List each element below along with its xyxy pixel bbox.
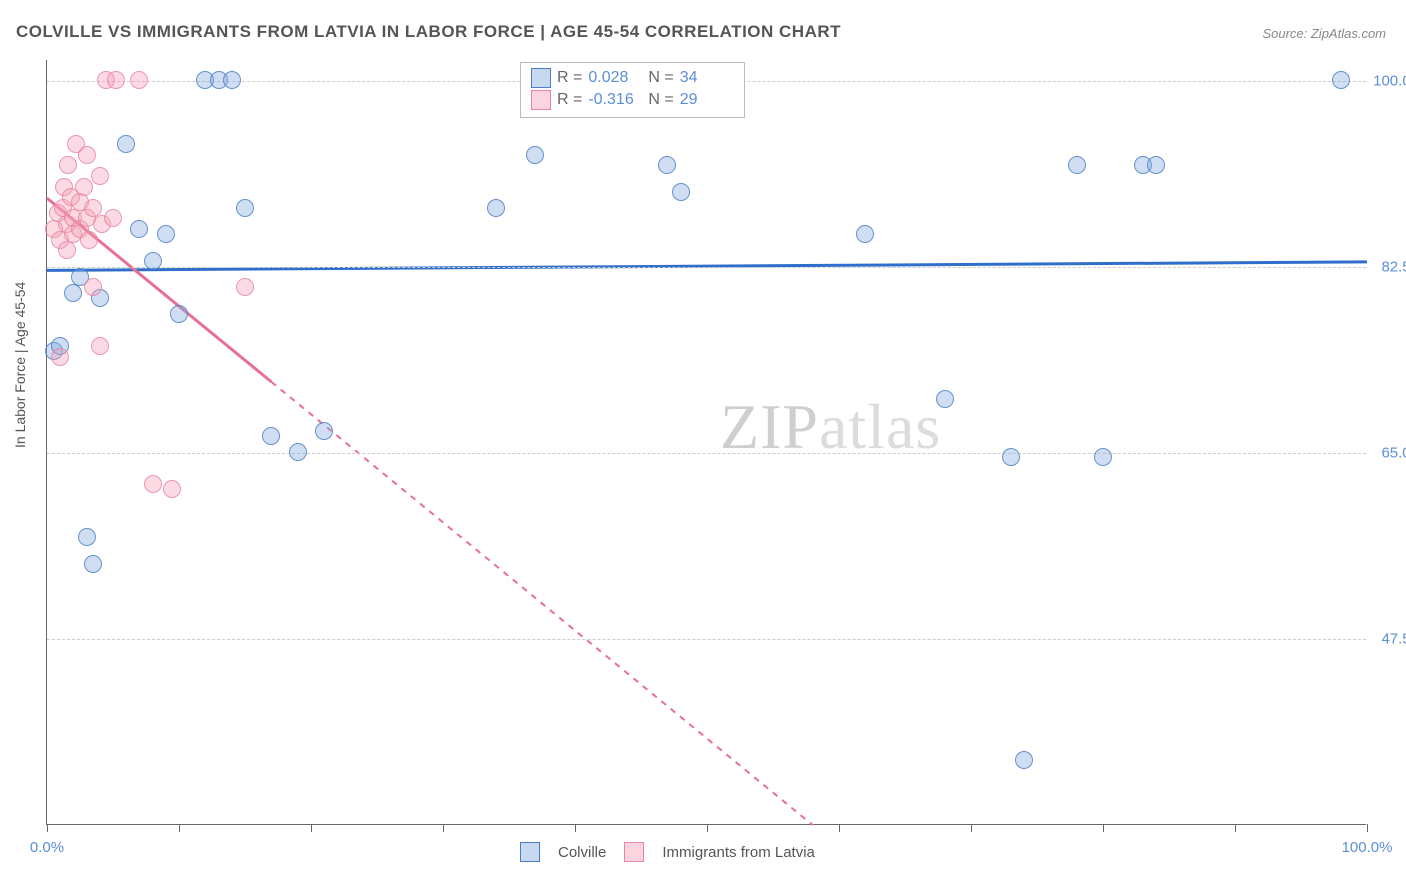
data-point (107, 71, 125, 89)
data-point (163, 480, 181, 498)
xtick-label: 0.0% (30, 839, 64, 856)
data-point (289, 443, 307, 461)
data-point (1094, 448, 1112, 466)
data-point (526, 146, 544, 164)
ytick-label: 47.5% (1381, 631, 1406, 648)
gridline (47, 267, 1366, 268)
xtick (971, 824, 972, 832)
data-point (856, 225, 874, 243)
data-point (658, 156, 676, 174)
y-axis-label: In Labor Force | Age 45-54 (12, 282, 28, 448)
trendline-solid (47, 262, 1367, 271)
xtick (1367, 824, 1368, 832)
data-point (51, 348, 69, 366)
data-point (59, 156, 77, 174)
data-point (75, 178, 93, 196)
data-point (64, 284, 82, 302)
xtick (47, 824, 48, 832)
xtick (179, 824, 180, 832)
stat-N-latvia: 29 (680, 91, 734, 109)
stat-N-colville: 34 (680, 69, 734, 87)
xtick (1235, 824, 1236, 832)
data-point (144, 475, 162, 493)
stat-N-label: N = (648, 69, 673, 87)
data-point (130, 71, 148, 89)
data-point (144, 252, 162, 270)
data-point (1002, 448, 1020, 466)
stat-R-label: R = (557, 69, 582, 87)
legend-label-latvia: Immigrants from Latvia (662, 844, 815, 861)
xtick (707, 824, 708, 832)
data-point (1332, 71, 1350, 89)
legend-swatch-pink-icon (624, 842, 644, 862)
data-point (1147, 156, 1165, 174)
stats-legend-box: R = 0.028 N = 34 R = -0.316 N = 29 (520, 62, 745, 118)
stat-R-latvia: -0.316 (588, 91, 642, 109)
xtick (311, 824, 312, 832)
data-point (78, 528, 96, 546)
data-point (91, 337, 109, 355)
data-point (104, 209, 122, 227)
data-point (262, 427, 280, 445)
stats-row-colville: R = 0.028 N = 34 (531, 67, 734, 89)
data-point (236, 199, 254, 217)
stat-N-label2: N = (648, 91, 673, 109)
bottom-legend: Colville Immigrants from Latvia (520, 842, 815, 862)
xtick (839, 824, 840, 832)
data-point (130, 220, 148, 238)
stat-R-colville: 0.028 (588, 69, 642, 87)
gridline (47, 639, 1366, 640)
xtick (1103, 824, 1104, 832)
plot-area: 47.5%65.0%82.5%100.0%0.0%100.0% (46, 60, 1366, 825)
xtick-label: 100.0% (1342, 839, 1393, 856)
xtick (443, 824, 444, 832)
trend-lines (47, 60, 1366, 824)
data-point (672, 183, 690, 201)
ytick-label: 100.0% (1373, 73, 1406, 90)
data-point (117, 135, 135, 153)
ytick-label: 82.5% (1381, 259, 1406, 276)
gridline (47, 453, 1366, 454)
data-point (157, 225, 175, 243)
ytick-label: 65.0% (1381, 445, 1406, 462)
legend-swatch-blue-icon (520, 842, 540, 862)
watermark-light: atlas (819, 391, 941, 462)
data-point (487, 199, 505, 217)
data-point (315, 422, 333, 440)
data-point (223, 71, 241, 89)
swatch-pink-icon (531, 90, 551, 110)
swatch-blue-icon (531, 68, 551, 88)
data-point (80, 231, 98, 249)
stats-row-latvia: R = -0.316 N = 29 (531, 89, 734, 111)
data-point (78, 146, 96, 164)
legend-label-colville: Colville (558, 844, 606, 861)
watermark-bold: ZIP (720, 391, 819, 462)
data-point (236, 278, 254, 296)
data-point (84, 278, 102, 296)
data-point (1068, 156, 1086, 174)
xtick (575, 824, 576, 832)
data-point (58, 241, 76, 259)
source-attribution: Source: ZipAtlas.com (1262, 26, 1386, 41)
data-point (91, 167, 109, 185)
chart-title: COLVILLE VS IMMIGRANTS FROM LATVIA IN LA… (16, 22, 841, 42)
data-point (170, 305, 188, 323)
watermark: ZIPatlas (720, 390, 941, 464)
data-point (84, 555, 102, 573)
data-point (1015, 751, 1033, 769)
stat-R-label2: R = (557, 91, 582, 109)
